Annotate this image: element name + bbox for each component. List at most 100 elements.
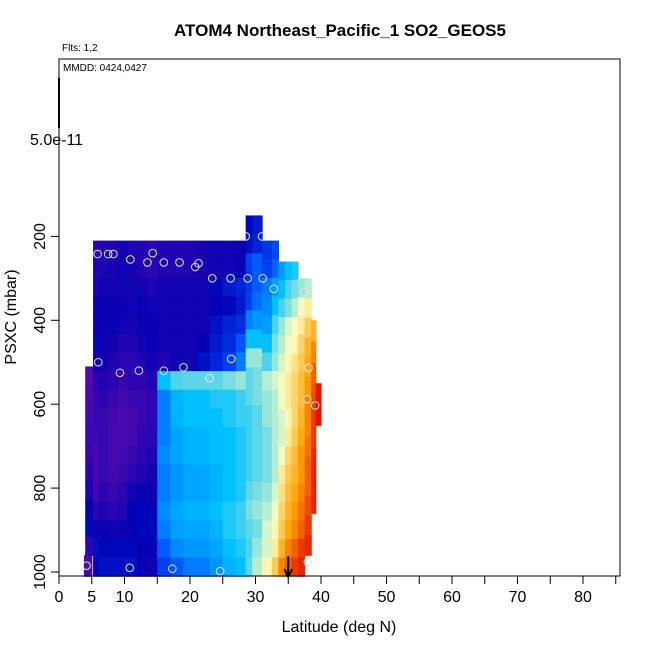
heatmap-cell: [98, 371, 109, 391]
heatmap-cell: [157, 520, 171, 540]
x-tick-label: 0: [55, 589, 64, 606]
x-tick-label: 5: [87, 589, 96, 606]
heatmap-cell: [235, 427, 247, 447]
heatmap-cell: [98, 259, 109, 279]
heatmap-cell: [262, 389, 273, 409]
heatmap-cell: [278, 483, 286, 503]
heatmap-cell: [304, 535, 312, 556]
heatmap-cell: [93, 389, 99, 409]
heatmap-cell: [157, 240, 171, 260]
heatmap-cell: [170, 259, 185, 279]
heatmap-cell: [98, 389, 109, 409]
heatmap-cell: [284, 428, 293, 448]
heatmap-cell: [209, 520, 224, 540]
heatmap-cell: [262, 557, 273, 577]
heatmap-cell: [93, 445, 99, 465]
heatmap-cell: [108, 520, 119, 540]
heatmap-cell: [98, 445, 109, 465]
heatmap-cell: [284, 280, 293, 300]
heatmap-cell: [291, 391, 299, 411]
heatmap-cell: [235, 277, 247, 298]
heatmap-cell: [235, 464, 247, 484]
heatmap-cell: [245, 253, 253, 273]
heatmap-cell: [137, 445, 149, 465]
heatmap-cell: [271, 557, 280, 577]
x-axis: 0 5 10 20 30 40 50 60 70 80: [55, 576, 617, 606]
heatmap-cell: [108, 445, 119, 465]
heatmap-cell: [85, 479, 94, 500]
heatmap-cell: [85, 423, 94, 443]
heatmap-cell: [117, 333, 129, 354]
heatmap-cell: [85, 460, 94, 481]
heatmap-cell: [271, 371, 280, 391]
heatmap-cell: [304, 476, 312, 497]
heatmap-cell: [278, 298, 286, 318]
heatmap-cell: [147, 296, 158, 316]
heatmap-cell: [298, 371, 306, 391]
heatmap-cell: [98, 427, 109, 447]
heatmap-cell: [147, 352, 158, 372]
heatmap-cell: [157, 333, 171, 354]
heatmap-cell: [183, 427, 198, 447]
heatmap-cell: [117, 277, 129, 298]
heatmap-cell: [252, 215, 263, 236]
x-tick-label: 30: [247, 589, 265, 606]
heatmap-cell: [147, 464, 158, 484]
observation-point: [175, 258, 184, 267]
heatmap-cell: [98, 520, 109, 540]
x-tick-label: 60: [443, 589, 461, 606]
heatmap-cell: [304, 377, 312, 398]
heatmap-cell: [117, 445, 129, 465]
heatmap-cell: [170, 482, 185, 503]
y-axis: 200 400 600 800 1000: [32, 223, 59, 590]
heatmap-cell: [271, 520, 280, 540]
heatmap-cell: [93, 501, 99, 521]
observation-point: [300, 287, 309, 297]
heatmap-cell: [137, 501, 149, 521]
heatmap-cell: [147, 445, 158, 465]
heatmap-cell: [291, 409, 299, 429]
heatmap-cell: [196, 315, 211, 335]
heatmap-cell: [284, 465, 293, 485]
heatmap-cell: [127, 389, 139, 409]
heatmap-cell: [196, 408, 211, 428]
heatmap-cell: [278, 539, 286, 559]
heatmap-cell: [222, 501, 237, 521]
heatmap-cell: [262, 538, 273, 559]
heatmap-cell: [170, 538, 185, 559]
heatmap-cell: [298, 427, 306, 447]
heatmap-cell: [235, 557, 247, 577]
heatmap-cell: [93, 408, 99, 428]
observation-point: [243, 274, 252, 283]
heatmap-cell: [93, 259, 99, 279]
y-tick-label: 800: [32, 475, 49, 502]
heatmap-cell: [252, 348, 263, 368]
heatmap-cell: [209, 333, 224, 354]
heatmap-cell: [209, 501, 224, 521]
heatmap-cell: [117, 371, 129, 391]
heatmap-cell: [298, 557, 306, 577]
heatmap-cell: [85, 517, 94, 537]
heatmap-cell: [196, 352, 211, 372]
heatmap-cell: [209, 240, 224, 260]
heatmap-cell: [222, 389, 237, 409]
heatmap-cell: [252, 443, 263, 463]
heatmap-cell: [278, 502, 286, 522]
heatmap-cell: [157, 464, 171, 484]
heatmap-cell: [284, 483, 293, 503]
heatmap-cell: [271, 352, 280, 372]
heatmap-cell: [245, 538, 253, 558]
observation-point: [303, 557, 313, 567]
observation-point: [241, 232, 250, 241]
heatmap-cell: [291, 465, 299, 485]
observation-point: [302, 394, 312, 404]
heatmap-cell: [157, 427, 171, 447]
heatmap-cell: [117, 259, 129, 279]
heatmap-cell: [262, 427, 273, 447]
heatmap-cell: [137, 371, 149, 391]
heatmap-cell: [235, 520, 247, 540]
heatmap-cell: [209, 352, 224, 372]
heatmap-cell: [245, 462, 253, 482]
heatmap-cell: [183, 389, 198, 409]
observation-point: [159, 258, 169, 267]
